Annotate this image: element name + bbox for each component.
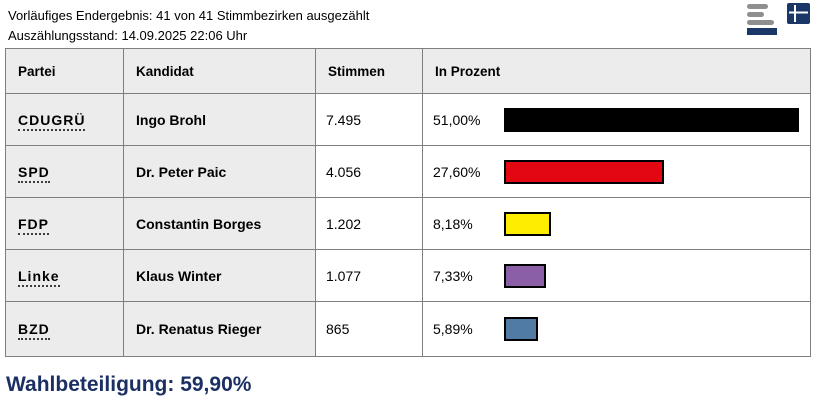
table-icon-glyph bbox=[787, 3, 810, 24]
status-bar: Vorläufiges Endergebnis: 41 von 41 Stimm… bbox=[0, 0, 816, 48]
candidate-name: Dr. Renatus Rieger bbox=[123, 301, 316, 357]
table-header-row: Partei Kandidat Stimmen In Prozent bbox=[5, 48, 811, 94]
votes-value: 4.056 bbox=[315, 145, 423, 198]
result-bar bbox=[504, 317, 538, 341]
turnout-text: Wahlbeteiligung: 59,90% bbox=[6, 373, 252, 396]
percent-value: 8,18% bbox=[433, 215, 473, 232]
results-table: Partei Kandidat Stimmen In Prozent CDUGR… bbox=[5, 48, 811, 357]
table-view-icon[interactable] bbox=[786, 2, 811, 26]
table-row: FDP Constantin Borges 1.202 8,18% bbox=[5, 197, 811, 250]
table-row: BZD Dr. Renatus Rieger 865 5,89% bbox=[5, 301, 811, 357]
percent-value: 51,00% bbox=[433, 111, 481, 128]
chart-icon-bar bbox=[747, 12, 764, 17]
column-header-kandidat: Kandidat bbox=[123, 48, 316, 94]
table-row: Linke Klaus Winter 1.077 7,33% bbox=[5, 249, 811, 302]
view-toggle-group bbox=[747, 2, 811, 35]
percent-value: 27,60% bbox=[433, 163, 481, 180]
party-abbr: FDP bbox=[18, 215, 49, 235]
party-abbr: CDUGRÜ bbox=[18, 111, 86, 131]
result-bar bbox=[504, 107, 799, 132]
column-header-prozent: In Prozent bbox=[422, 48, 811, 94]
chart-icon-bar bbox=[747, 28, 777, 35]
votes-value: 7.495 bbox=[315, 93, 423, 146]
party-abbr: Linke bbox=[18, 267, 60, 287]
candidate-name: Constantin Borges bbox=[123, 197, 316, 250]
votes-value: 1.202 bbox=[315, 197, 423, 250]
result-bar bbox=[504, 211, 551, 236]
chart-icon-bar bbox=[747, 20, 774, 25]
table-row: CDUGRÜ Ingo Brohl 7.495 51,00% bbox=[5, 93, 811, 146]
party-abbr: SPD bbox=[18, 163, 50, 183]
party-abbr: BZD bbox=[18, 321, 50, 340]
candidate-name: Ingo Brohl bbox=[123, 93, 316, 146]
candidate-name: Dr. Peter Paic bbox=[123, 145, 316, 198]
result-bar bbox=[504, 159, 664, 184]
count-status-line: Auszählungsstand: 14.09.2025 22:06 Uhr bbox=[8, 28, 248, 43]
votes-value: 865 bbox=[315, 301, 423, 357]
table-row: SPD Dr. Peter Paic 4.056 27,60% bbox=[5, 145, 811, 198]
percent-value: 5,89% bbox=[433, 321, 473, 337]
column-header-stimmen: Stimmen bbox=[315, 48, 423, 94]
column-header-partei: Partei bbox=[5, 48, 124, 94]
result-status-line: Vorläufiges Endergebnis: 41 von 41 Stimm… bbox=[8, 8, 370, 23]
result-bar bbox=[504, 263, 546, 288]
votes-value: 1.077 bbox=[315, 249, 423, 302]
chart-icon-bar bbox=[747, 4, 768, 9]
bar-chart-view-icon[interactable] bbox=[747, 2, 777, 35]
candidate-name: Klaus Winter bbox=[123, 249, 316, 302]
percent-value: 7,33% bbox=[433, 267, 473, 284]
